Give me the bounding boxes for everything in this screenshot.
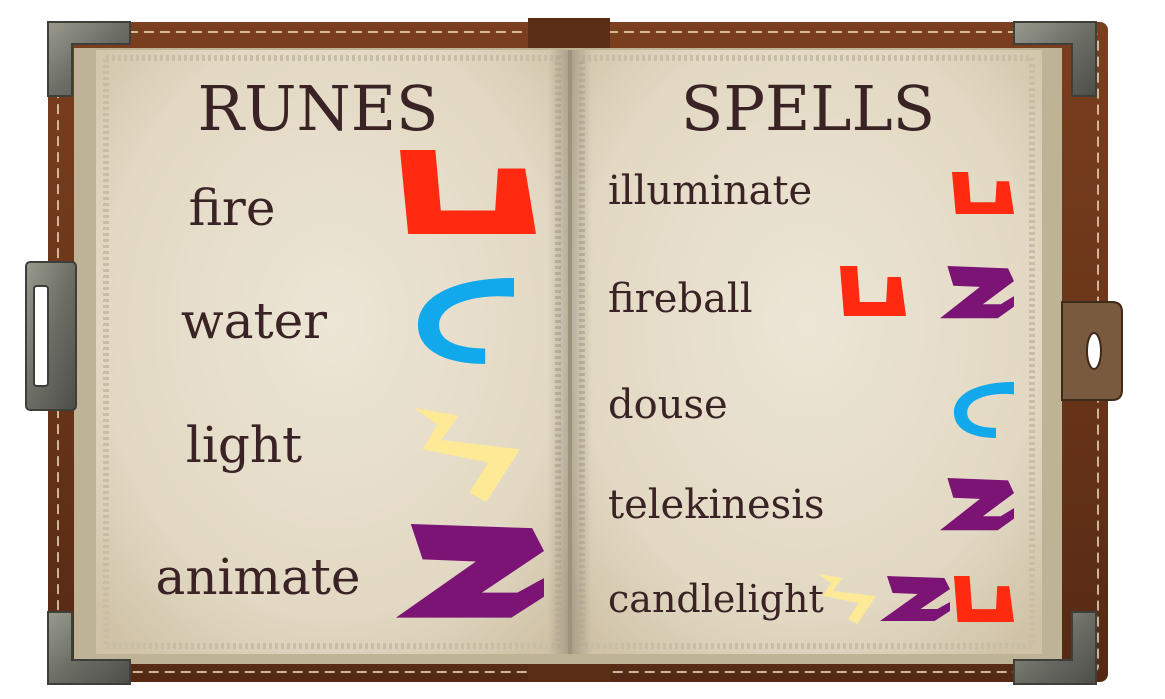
- metal-corner-top-right: [1013, 21, 1097, 97]
- spell-label: fireball: [608, 276, 753, 322]
- rune-row: light: [186, 408, 520, 502]
- metal-corner-bottom-right: [1013, 611, 1097, 685]
- runes-title: RUNES: [198, 72, 439, 145]
- right-page: [572, 50, 1042, 654]
- spell-label: candlelight: [608, 577, 824, 621]
- rune-row: water: [181, 278, 514, 364]
- left-hinge-icon: [25, 261, 77, 411]
- clasp-strap-icon[interactable]: [1061, 301, 1123, 401]
- rune-row: fire: [189, 150, 536, 237]
- rune-row: animate: [156, 524, 544, 618]
- spine-fold: [548, 50, 592, 654]
- spell-row: candlelight: [608, 574, 1014, 624]
- rune-label: fire: [189, 179, 276, 237]
- rune-label: water: [181, 292, 327, 350]
- spells-title: SPELLS: [681, 72, 935, 145]
- metal-corner-top-left: [47, 21, 131, 97]
- rune-label: animate: [156, 548, 361, 606]
- spell-row: douse: [608, 382, 1014, 438]
- spell-label: illuminate: [608, 168, 812, 214]
- spell-label: douse: [608, 382, 728, 428]
- rune-label: light: [186, 416, 302, 474]
- spell-label: telekinesis: [608, 482, 825, 528]
- metal-corner-bottom-left: [47, 611, 131, 685]
- spell-row: fireball: [608, 266, 1014, 322]
- spell-row: illuminate: [608, 168, 1014, 214]
- spine-strap-top: [528, 18, 610, 48]
- spell-row: telekinesis: [608, 478, 1014, 531]
